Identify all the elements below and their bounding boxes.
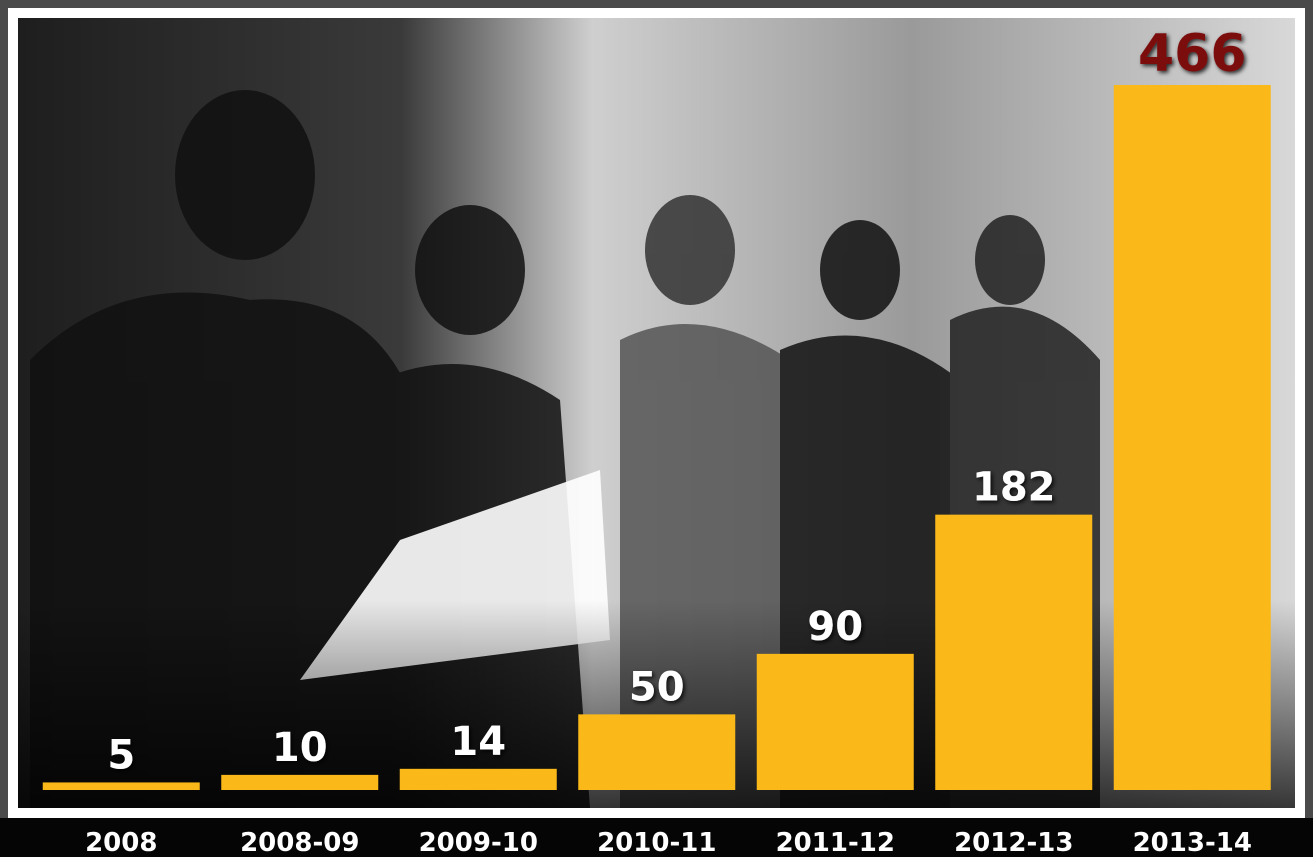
x-tick-label: 2008-09 xyxy=(240,828,359,857)
bar xyxy=(221,775,378,790)
value-label: 5 xyxy=(107,732,135,778)
x-tick-label: 2008 xyxy=(85,828,157,857)
value-label: 466 xyxy=(1138,24,1247,84)
value-label: 14 xyxy=(450,719,506,765)
x-tick-label: 2013-14 xyxy=(1133,828,1252,857)
x-tick-label: 2011-12 xyxy=(776,828,895,857)
bar xyxy=(578,714,735,790)
x-tick-label: 2012-13 xyxy=(954,828,1073,857)
value-label: 182 xyxy=(972,465,1056,511)
bar xyxy=(757,654,914,790)
page: {"chart_data": {"type": "bar", "categori… xyxy=(0,0,1313,857)
x-tick-label: 2010-11 xyxy=(597,828,716,857)
x-tick-label: 2009-10 xyxy=(419,828,538,857)
value-label: 10 xyxy=(272,725,328,771)
bar xyxy=(400,769,557,790)
chart: 5 2008 10 2008-09 14 2009-10 50 2010-11 90 2011-1… xyxy=(0,0,1313,857)
value-label: 90 xyxy=(807,604,863,650)
bar xyxy=(935,515,1092,790)
bar xyxy=(1114,85,1271,790)
value-label: 50 xyxy=(629,664,685,710)
bar xyxy=(43,782,200,790)
